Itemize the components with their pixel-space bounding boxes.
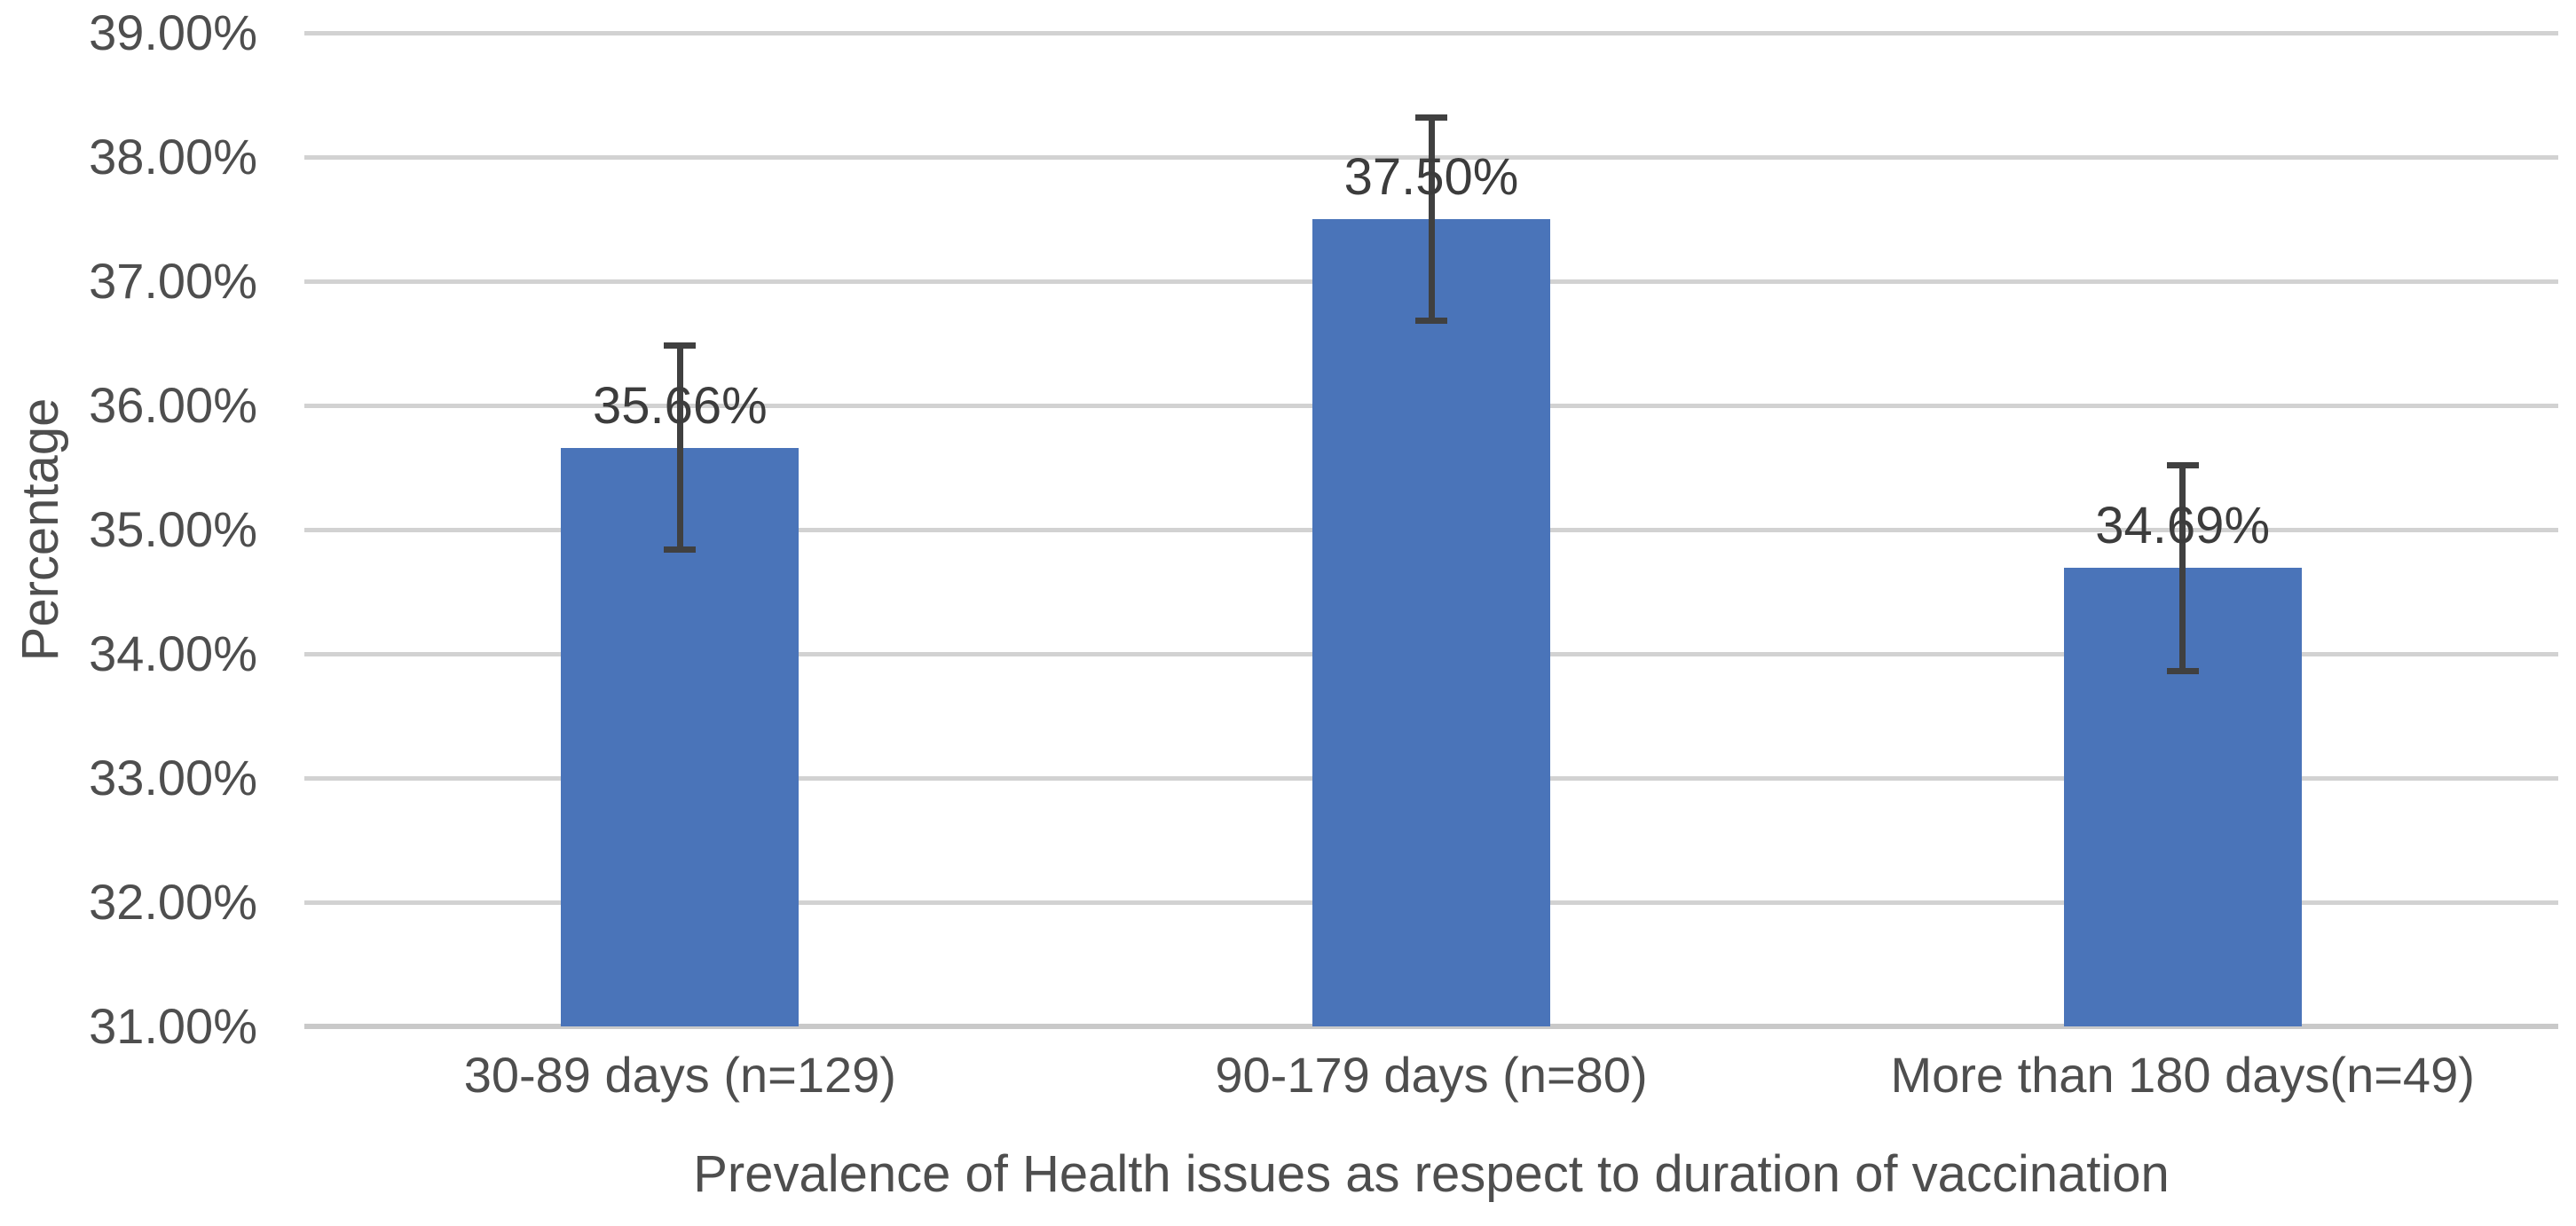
x-axis-title: Prevalence of Health issues as respect t… (693, 1145, 2170, 1203)
plot-area: 35.66% 37.50% 34.69% (304, 30, 2558, 1029)
error-bar-top-cap (1415, 114, 1447, 121)
y-tick-label: 33.00% (89, 750, 257, 806)
y-tick-label: 39.00% (89, 4, 257, 60)
error-bar-line (676, 345, 683, 550)
y-tick-label: 36.00% (89, 377, 257, 433)
y-tick-label: 35.00% (89, 501, 257, 557)
bar-data-label: 34.69% (2095, 497, 2271, 555)
error-bar-bottom-cap (1415, 318, 1447, 325)
y-tick-label: 31.00% (89, 998, 257, 1054)
error-bar-bottom-cap (2166, 668, 2199, 675)
x-category-label: 90-179 days (n=80) (1215, 1047, 1648, 1103)
gridline (304, 30, 2558, 35)
bar-data-label: 37.50% (1343, 148, 1519, 206)
bar-data-label: 35.66% (592, 376, 768, 435)
error-bar-bottom-cap (664, 546, 697, 553)
y-tick-label: 34.00% (89, 625, 257, 681)
error-bar-top-cap (2166, 461, 2199, 468)
bar (1312, 219, 1550, 1026)
y-tick-label: 32.00% (89, 874, 257, 930)
error-bar-line (2179, 465, 2186, 672)
error-bar-top-cap (664, 342, 697, 350)
error-bar-line (1428, 117, 1435, 321)
x-category-label: More than 180 days(n=49) (1890, 1047, 2475, 1103)
y-axis-tick-labels: 31.00% 32.00% 33.00% 34.00% 35.00% 36.00% 37.0… (0, 8, 259, 1051)
x-category-label: 30-89 days (n=129) (463, 1047, 896, 1103)
x-axis-category-labels: 30-89 days (n=129) 90-179 days (n=80) More… (304, 1050, 2558, 1130)
x-axis-line (304, 1024, 2558, 1029)
y-tick-label: 38.00% (89, 129, 257, 185)
y-tick-label: 37.00% (89, 253, 257, 309)
